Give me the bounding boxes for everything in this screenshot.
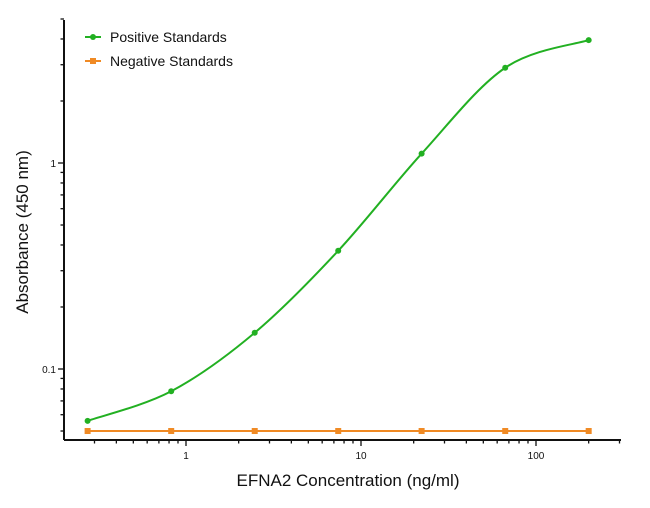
negative-legend-marker: [90, 58, 96, 64]
negative-data-point: [251, 428, 258, 435]
negative-data-point: [168, 428, 175, 435]
negative-data-point: [335, 428, 342, 435]
positive-legend-marker: [90, 34, 96, 40]
positive-data-point: [418, 150, 425, 157]
y-tick-label: 0.1: [42, 365, 56, 376]
positive-data-point: [502, 64, 509, 71]
positive-data-point: [335, 247, 342, 254]
positive-data-point: [585, 37, 592, 44]
legend: Positive Standards Negative Standards: [85, 29, 233, 69]
negative-data-point: [84, 428, 91, 435]
x-axis-label: EFNA2 Concentration (ng/ml): [237, 471, 460, 490]
series-layer: [84, 37, 592, 435]
positive-series-line: [87, 39, 589, 422]
negative-data-point: [585, 428, 592, 435]
positive-data-point: [251, 329, 258, 336]
negative-data-point: [418, 428, 425, 435]
positive-legend-label: Positive Standards: [110, 29, 227, 45]
y-axis-label: Absorbance (450 nm): [13, 150, 32, 313]
positive-data-point: [84, 417, 91, 424]
negative-data-point: [502, 428, 509, 435]
x-tick-label: 100: [528, 451, 545, 462]
x-tick-label: 10: [355, 451, 367, 462]
positive-data-point: [168, 388, 175, 395]
axes: 1 10 100 0.1 1: [42, 18, 621, 462]
negative-legend-label: Negative Standards: [110, 53, 233, 69]
x-tick-label: 1: [183, 451, 189, 462]
y-tick-label: 1: [50, 159, 56, 170]
